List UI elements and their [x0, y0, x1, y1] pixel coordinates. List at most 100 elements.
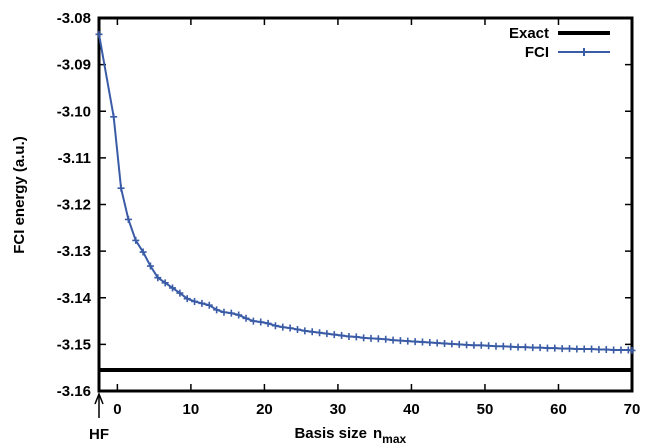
legend: Exact FCI — [509, 25, 610, 61]
data-point-fci — [477, 341, 485, 349]
data-point-fci — [602, 346, 610, 354]
data-point-fci — [286, 324, 294, 332]
data-point-fci — [293, 325, 301, 333]
data-point-fci — [352, 333, 360, 341]
data-point-fci — [396, 337, 404, 345]
x-tick-label: 50 — [477, 401, 494, 418]
y-tick-label: -3.08 — [57, 10, 91, 27]
series-fci-line — [98, 34, 633, 352]
data-point-fci — [573, 345, 581, 353]
x-tick-label: 30 — [330, 401, 347, 418]
legend-label-fci: FCI — [525, 44, 549, 61]
data-point-fci — [551, 344, 559, 352]
data-point-fci — [169, 284, 177, 292]
data-point-fci — [139, 248, 147, 256]
x-axis-symbol-subscript: max — [382, 432, 406, 445]
data-point-fci — [588, 345, 596, 353]
data-point-fci — [338, 332, 346, 340]
legend-marker-fci — [580, 48, 588, 56]
data-point-fci — [198, 299, 206, 307]
y-tick-label: -3.12 — [57, 197, 91, 214]
data-point-fci — [411, 338, 419, 346]
plot-frame — [97, 16, 634, 393]
data-point-fci — [492, 342, 500, 350]
data-point-fci — [485, 342, 493, 350]
x-axis-label: Basis size — [294, 425, 367, 442]
data-point-fci — [374, 335, 382, 343]
data-point-fci — [213, 306, 221, 314]
data-point-fci — [389, 336, 397, 344]
data-point-fci — [507, 343, 515, 351]
data-point-fci — [117, 184, 125, 192]
data-point-fci — [470, 341, 478, 349]
data-point-fci — [514, 343, 522, 351]
data-point-fci — [345, 332, 353, 340]
x-tick-label: 70 — [624, 401, 641, 418]
data-point-fci — [279, 323, 287, 331]
data-point-fci — [316, 329, 324, 337]
data-point-fci — [463, 341, 471, 349]
data-point-fci — [264, 319, 272, 327]
data-point-fci — [301, 327, 309, 335]
data-point-fci — [382, 335, 390, 343]
hf-annotation: HF — [89, 391, 109, 443]
x-tick-label: 0 — [113, 401, 121, 418]
legend-label-exact: Exact — [509, 25, 549, 42]
data-point-fci — [367, 334, 375, 342]
data-point-fci — [330, 331, 338, 339]
data-point-fci — [360, 334, 368, 342]
data-point-fci — [610, 346, 618, 354]
y-tick-label: -3.16 — [57, 383, 91, 400]
data-point-fci — [271, 322, 279, 330]
data-point-fci — [176, 289, 184, 297]
data-point-fci — [558, 345, 566, 353]
data-point-fci — [566, 345, 574, 353]
data-point-fci — [146, 262, 154, 270]
data-point-fci — [124, 215, 132, 223]
data-point-fci — [110, 113, 118, 121]
data-point-fci — [521, 343, 529, 351]
data-point-fci — [227, 309, 235, 317]
x-tick-label: 60 — [550, 401, 567, 418]
data-point-fci — [308, 328, 316, 336]
data-point-fci — [455, 340, 463, 348]
data-point-fci — [191, 297, 199, 305]
y-tick-label: -3.09 — [57, 57, 91, 74]
y-tick-label: -3.15 — [57, 336, 91, 353]
y-tick-label: -3.13 — [57, 243, 91, 260]
hf-label: HF — [89, 426, 109, 443]
axis-ticks: 0 10 20 30 40 50 60 70 -3.16 -3.15 -3.14 -3.13 -3.12… — [57, 10, 641, 418]
data-point-fci — [323, 330, 331, 338]
y-tick-label: -3.11 — [58, 150, 91, 167]
data-point-fci — [426, 339, 434, 347]
data-point-fci — [499, 342, 507, 350]
data-point-fci — [205, 301, 213, 309]
data-point-fci — [404, 337, 412, 345]
data-point-fci — [235, 311, 243, 319]
y-tick-label: -3.14 — [57, 290, 92, 307]
data-point-fci — [628, 346, 636, 354]
data-point-fci — [543, 344, 551, 352]
data-point-fci — [580, 345, 588, 353]
data-point-fci — [242, 314, 250, 322]
data-point-fci — [617, 346, 625, 354]
y-axis-label: FCI energy (a.u.) — [11, 136, 28, 254]
data-point-fci — [441, 339, 449, 347]
data-point-fci — [249, 317, 257, 325]
data-point-fci — [154, 274, 162, 282]
data-point-fci — [220, 308, 228, 316]
hf-arrow-head — [94, 391, 104, 405]
x-tick-label: 40 — [403, 401, 420, 418]
data-point-fci — [448, 340, 456, 348]
x-axis-symbol: nmax — [373, 425, 407, 445]
data-point-fci — [595, 346, 603, 354]
data-point-fci — [529, 344, 537, 352]
data-point-fci — [95, 30, 103, 38]
data-point-fci — [433, 339, 441, 347]
x-tick-label: 20 — [256, 401, 273, 418]
data-point-fci — [418, 338, 426, 346]
data-point-fci — [536, 344, 544, 352]
data-point-fci — [132, 236, 140, 244]
series-layer — [95, 30, 636, 373]
